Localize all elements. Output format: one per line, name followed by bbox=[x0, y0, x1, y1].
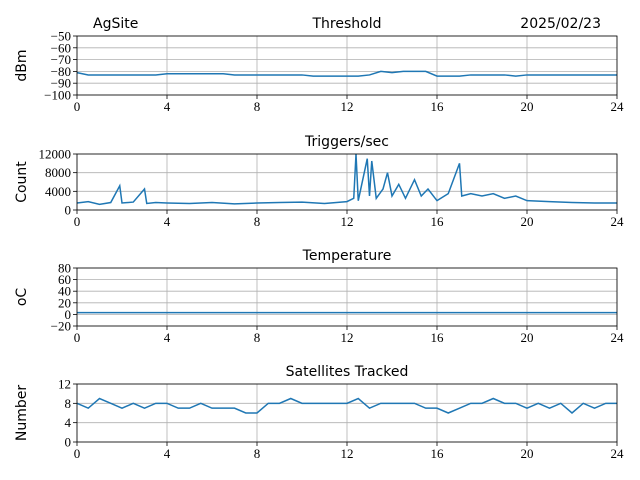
subplot: 0 4 8 12 16 20 24 −50−60−70−80−90−100 Threshold A… bbox=[14, 16, 624, 114]
x-tick-label: 20 bbox=[521, 214, 534, 229]
x-tick-label: 12 bbox=[341, 99, 354, 114]
x-tick-label: 16 bbox=[431, 330, 445, 345]
subplot-title: Satellites Tracked bbox=[286, 364, 409, 380]
x-tick-label: 12 bbox=[341, 446, 354, 461]
date-label: 2025/02/23 bbox=[520, 16, 601, 32]
axes-frame bbox=[76, 383, 618, 443]
x-tick-label: 0 bbox=[74, 99, 81, 114]
x-tick-label: 16 bbox=[431, 214, 445, 229]
site-label: AgSite bbox=[93, 16, 138, 32]
y-axis-label: oC bbox=[14, 288, 30, 307]
y-tick-label: −90 bbox=[51, 76, 71, 91]
x-tick-label: 8 bbox=[254, 330, 261, 345]
x-tick-label: 16 bbox=[431, 99, 445, 114]
y-tick-label: −80 bbox=[51, 64, 71, 79]
x-tick-label: 20 bbox=[521, 330, 534, 345]
y-tick-label: 0 bbox=[65, 435, 72, 450]
y-axis-label: Count bbox=[14, 161, 30, 203]
x-tick-label: 0 bbox=[74, 330, 81, 345]
axes-frame bbox=[76, 35, 618, 96]
y-tick-label: 8 bbox=[65, 396, 72, 411]
x-tick-label: 24 bbox=[611, 330, 625, 345]
subplot-title: Threshold bbox=[312, 16, 382, 32]
x-tick-label: 4 bbox=[164, 99, 171, 114]
y-axis-label: dBm bbox=[14, 49, 30, 81]
x-tick-label: 8 bbox=[254, 99, 261, 114]
y-tick-label: 0 bbox=[65, 307, 72, 322]
x-tick-label: 20 bbox=[521, 99, 534, 114]
x-tick-label: 4 bbox=[164, 330, 171, 345]
subplot-title: Triggers/sec bbox=[304, 134, 389, 150]
data-line bbox=[76, 70, 617, 77]
y-tick-label: 12 bbox=[58, 377, 71, 392]
x-tick-label: 16 bbox=[431, 446, 445, 461]
x-tick-label: 4 bbox=[164, 446, 171, 461]
x-tick-label: 12 bbox=[341, 330, 354, 345]
y-tick-label: −70 bbox=[51, 52, 71, 67]
x-tick-label: 24 bbox=[611, 214, 625, 229]
y-tick-label: 8000 bbox=[45, 165, 71, 180]
data-line bbox=[76, 153, 617, 206]
subplot: 0 4 8 12 16 20 24 0 4 8 12 Satellites Tracked Number bbox=[14, 364, 624, 461]
y-tick-label: −100 bbox=[44, 88, 71, 103]
subplot: 0 4 8 12 16 20 2404000800012000Triggers/secCou… bbox=[14, 134, 624, 229]
axes-frame bbox=[76, 267, 618, 327]
y-axis-label: Number bbox=[14, 385, 30, 441]
y-tick-label: 80 bbox=[58, 261, 71, 276]
y-tick-label: −60 bbox=[51, 40, 71, 55]
y-tick-label: −20 bbox=[51, 319, 71, 334]
data-line bbox=[76, 397, 617, 414]
x-tick-label: 0 bbox=[74, 446, 81, 461]
x-tick-label: 8 bbox=[254, 446, 261, 461]
y-tick-label: 20 bbox=[58, 295, 71, 310]
y-tick-label: −50 bbox=[51, 29, 71, 44]
x-tick-label: 8 bbox=[254, 214, 261, 229]
y-tick-label: 60 bbox=[58, 272, 71, 287]
y-tick-label: 4000 bbox=[45, 184, 71, 199]
x-tick-label: 4 bbox=[164, 214, 171, 229]
y-tick-label: 12000 bbox=[39, 147, 72, 162]
subplot-title: Temperature bbox=[302, 248, 392, 264]
y-tick-label: 40 bbox=[58, 284, 71, 299]
x-tick-label: 24 bbox=[611, 446, 625, 461]
y-tick-label: 0 bbox=[65, 203, 72, 218]
x-tick-label: 12 bbox=[341, 214, 354, 229]
x-tick-label: 24 bbox=[611, 99, 625, 114]
y-tick-label: 4 bbox=[65, 415, 72, 430]
x-tick-label: 20 bbox=[521, 446, 534, 461]
x-tick-label: 0 bbox=[74, 214, 81, 229]
axes-frame bbox=[76, 153, 618, 211]
